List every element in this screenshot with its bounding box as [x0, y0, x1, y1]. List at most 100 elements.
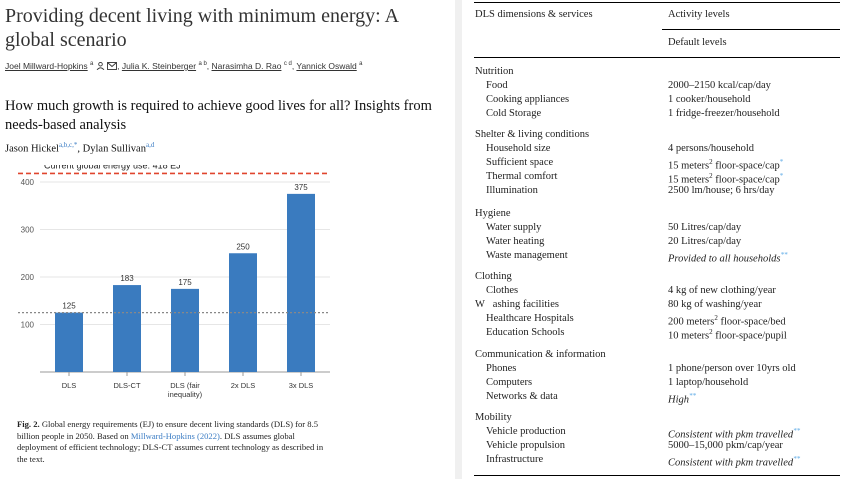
author-name: Jason Hickel [5, 143, 59, 155]
y-tick-label: 300 [21, 226, 35, 235]
author-affiliation: a [90, 61, 94, 68]
data-label: 175 [178, 278, 192, 287]
table-row-label: Illumination [486, 185, 538, 196]
caption-text-end: . DLS assumes global deployment of effic… [17, 430, 324, 464]
table-row-label: Clothes [486, 285, 519, 296]
table-row-label: Cooking appliances [486, 94, 570, 105]
table-section-heading: Clothing [475, 271, 512, 282]
table-row-label: Waste management [486, 250, 568, 261]
table-row-label: Healthcare Hospitals [486, 313, 574, 324]
data-label: 125 [62, 302, 76, 311]
table-row-value: 2000–2150 kcal/cap/day [668, 80, 771, 91]
table-row-value: 1 phone/person over 10yrs old [668, 363, 796, 374]
table-row-value: Consistent with pkm travelled** [668, 455, 801, 469]
paper2-authors: Jason Hickela,b,c,*, Dylan Sullivana,d [5, 141, 155, 155]
table-row-value: 50 Litres/cap/day [668, 222, 742, 233]
caption-reference-link[interactable]: Millward-Hopkins (2022) [130, 430, 220, 441]
col2-header: Activity levels [668, 9, 730, 20]
author-link[interactable]: Julia K. Steinberger [121, 61, 197, 71]
x-tick-label: inequality) [168, 390, 203, 399]
table-row-label: Household size [486, 143, 551, 154]
caption-text: Global energy requirements (EJ) to ensur… [17, 419, 319, 441]
table-row-value: Consistent with pkm travelled** [668, 427, 801, 441]
x-tick-label: DLS-CT [113, 381, 141, 390]
table-row-label: Food [486, 80, 508, 91]
table-row-value: 10 meters2 floor-space/pupil [668, 328, 787, 342]
table-row-value: 200 meters2 floor-space/bed [668, 314, 786, 328]
table-row-label: Water heating [486, 236, 545, 247]
author-affiliation: c d [283, 61, 292, 68]
x-tick-label: DLS (fair [170, 381, 200, 390]
y-tick-label: 100 [21, 321, 35, 330]
table-section-heading: Communication & information [475, 349, 606, 360]
author-affiliation[interactable]: a,b,c,* [58, 141, 78, 149]
x-tick-label: 3x DLS [289, 381, 314, 390]
bar [171, 288, 199, 372]
author-link[interactable]: Joel Millward-Hopkins [5, 61, 88, 71]
bar [55, 312, 83, 372]
data-label: 375 [294, 183, 308, 192]
y-tick-label: 200 [21, 273, 35, 282]
author-affiliation: a b [198, 61, 207, 68]
col1-header: DLS dimensions & services [475, 9, 593, 20]
table-row-label: Computers [486, 377, 533, 388]
author-affiliation: a [359, 61, 363, 68]
col2-subheader: Default levels [668, 37, 727, 48]
table-row-value: 4 persons/household [668, 143, 755, 154]
table-row-value: 1 laptop/household [668, 377, 749, 388]
paper1-title: Providing decent living with minimum ene… [5, 5, 398, 51]
left-panel: Providing decent living with minimum ene… [0, 5, 432, 465]
table-row-label: Education Schools [486, 327, 565, 338]
reference-line-label: Current global energy use: 418 EJ [44, 165, 181, 170]
paper1-authors: Joel Millward-Hopkins a , Julia K. Stein… [5, 61, 363, 71]
paper2-title: How much growth is required to achieve g… [5, 98, 432, 133]
author-affiliation[interactable]: a,d [145, 141, 155, 149]
table-row-label: Thermal comfort [486, 171, 558, 182]
table-row-value: High** [668, 392, 696, 406]
bar [113, 285, 141, 372]
table-row-value: 4 kg of new clothing/year [668, 285, 776, 296]
data-label: 183 [120, 274, 134, 283]
energy-bar-chart: 100 200 300 400 125 DLS 183 DLS-CT 175 DLS (fairi… [18, 160, 330, 399]
table-row-value: 2500 lm/house; 6 hrs/day [668, 185, 775, 196]
table-row-label: W ashing facilities [475, 299, 559, 310]
table-section-heading: Hygiene [475, 208, 511, 219]
table-row-value: 80 kg of washing/year [668, 299, 762, 310]
x-tick-label: 2x DLS [231, 381, 256, 390]
table-section-heading: Mobility [475, 412, 512, 423]
table-row-value: 1 cooker/household [668, 94, 751, 105]
table-row-value: 15 meters2 floor-space/cap* [668, 158, 784, 172]
table-row-value: 20 Litres/cap/day [668, 236, 742, 247]
table-row-label: Networks & data [486, 391, 558, 402]
table-row-value: 1 fridge-freezer/household [668, 108, 780, 119]
table-section-heading: Shelter & living conditions [475, 129, 590, 140]
y-tick-label: 400 [21, 178, 35, 187]
table-rule-bottom [474, 475, 840, 476]
table-row-label: Infrastructure [486, 454, 544, 465]
table-row-value: Provided to all households** [668, 251, 788, 265]
table-row-label: Sufficient space [486, 157, 554, 168]
table-rule-top [474, 2, 840, 3]
author-link[interactable]: Narasimha D. Rao [211, 61, 282, 71]
table-rule-mid [662, 29, 840, 30]
data-label: 250 [236, 242, 250, 251]
caption-label: Fig. 2. [17, 419, 40, 429]
dls-table: DLS dimensions & services Activity level… [462, 0, 850, 479]
table-row-value: 5000–15,000 pkm/cap/year [668, 440, 783, 451]
table-row-label: Phones [486, 363, 517, 374]
mail-icon[interactable] [107, 62, 118, 70]
author-name: Dylan Sullivan [82, 143, 146, 155]
table-row-value: 15 meters2 floor-space/cap* [668, 172, 784, 186]
figure-caption: Fig. 2. Global energy requirements (EJ) … [17, 419, 332, 465]
column-divider [455, 0, 462, 479]
table-row-label: Water supply [486, 222, 542, 233]
table-row-label: Vehicle production [486, 426, 566, 437]
table-section-heading: Nutrition [475, 66, 514, 77]
x-tick-label: DLS [62, 381, 77, 390]
table-rule-header [474, 57, 840, 58]
table-row-label: Vehicle propulsion [486, 440, 566, 451]
bar [287, 193, 315, 372]
author-link[interactable]: Yannick Oswald [296, 61, 357, 71]
person-icon[interactable] [96, 61, 105, 71]
energy-chart: 100 200 300 400 125 DLS 183 DLS-CT 175 DLS (fair i… [0, 160, 340, 410]
